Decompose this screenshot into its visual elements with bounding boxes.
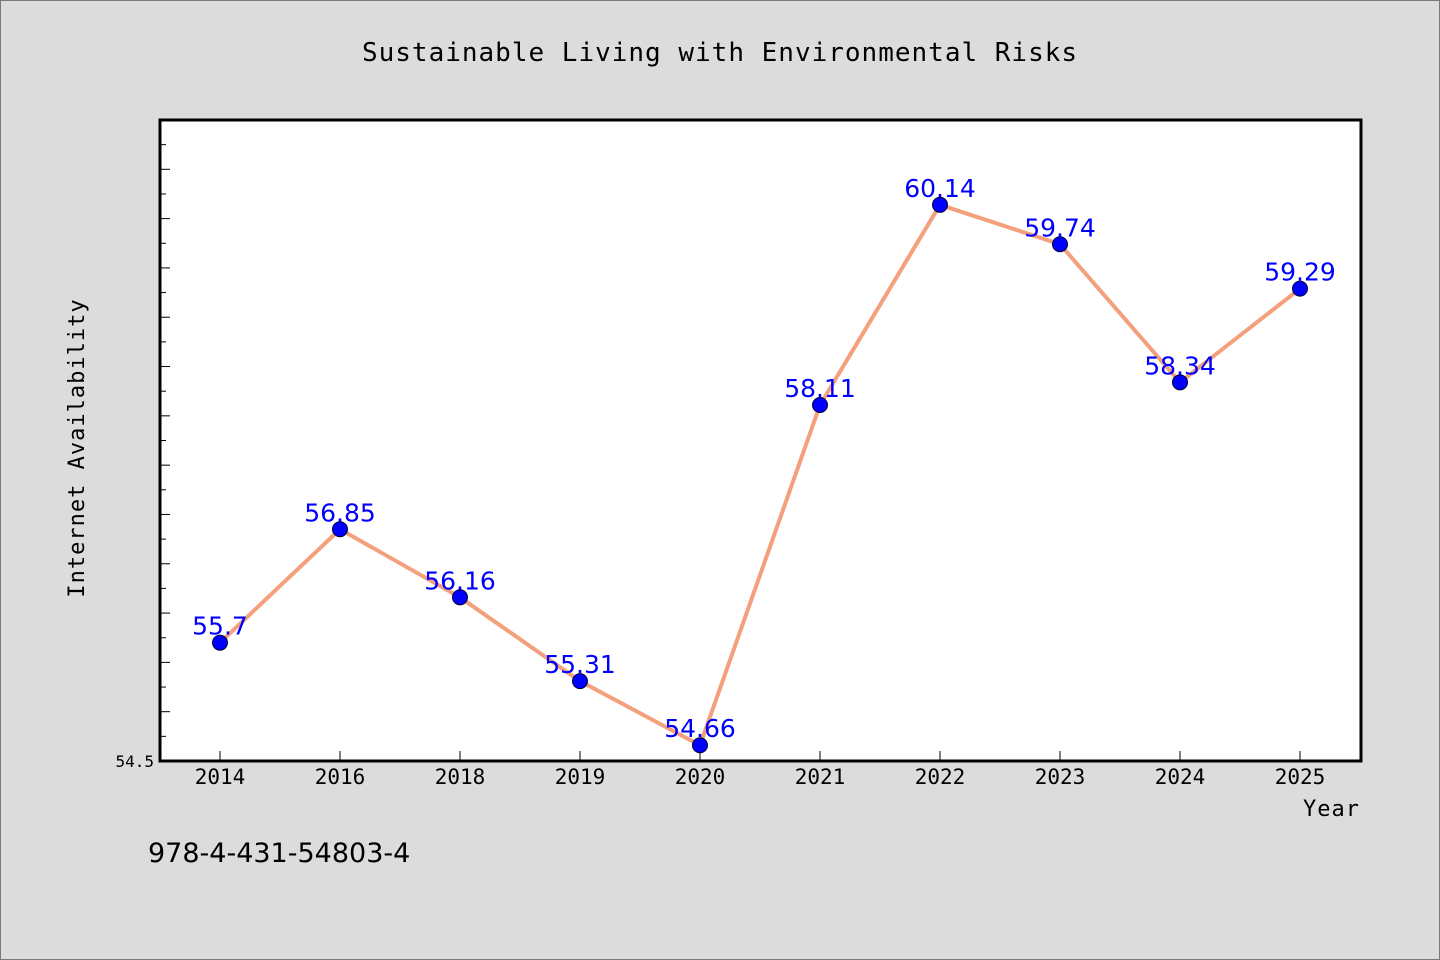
data-point: [572, 673, 588, 690]
data-label: 55.31: [544, 650, 616, 679]
x-tick-label: 2025: [1275, 765, 1326, 789]
x-tick-label: 2023: [1035, 765, 1086, 789]
data-label: 58.11: [784, 374, 856, 403]
data-point: [812, 396, 828, 413]
x-tick-label: 2020: [675, 765, 726, 789]
data-label: 58.34: [1144, 351, 1216, 380]
data-point: [452, 589, 468, 606]
x-tick-label: 2014: [195, 765, 246, 789]
data-point: [332, 521, 348, 538]
plot-area: [158, 118, 1363, 763]
data-point: [212, 634, 228, 651]
x-tick-label: 2018: [435, 765, 486, 789]
x-tick-label: 2022: [915, 765, 966, 789]
x-axis-ticks: 2014 2016 2018 2019 2020 2021 2022 2023 2024 2025: [195, 751, 1326, 789]
y-tick-label: 54.5: [115, 752, 154, 771]
x-axis-title: Year: [1303, 797, 1360, 822]
data-point: [932, 196, 948, 213]
data-label: 55.7: [192, 612, 248, 641]
y-axis-title: Internet Availability: [65, 298, 90, 597]
data-label: 59.29: [1264, 258, 1336, 287]
chart-title: Sustainable Living with Environmental Ri…: [362, 38, 1078, 68]
footer-id: 978-4-431-54803-4: [148, 838, 410, 869]
series-line: [218, 202, 1302, 748]
x-tick-label: 2021: [795, 765, 846, 789]
y-axis-ticks: 54.5: [115, 144, 170, 771]
data-point: [1292, 280, 1308, 297]
data-label: 56.85: [304, 498, 376, 527]
data-label: 60.14: [904, 174, 976, 203]
data-point: [1052, 236, 1068, 253]
x-tick-label: 2019: [555, 765, 606, 789]
data-point: [692, 737, 708, 754]
data-point: [1172, 374, 1188, 391]
series-group: 55.7 56.85 56.16 55.31 54.66 58.11 60.14 59.74 5…: [192, 174, 1336, 754]
data-label: 59.74: [1024, 213, 1096, 242]
data-label: 54.66: [664, 714, 736, 743]
data-label: 56.16: [424, 566, 496, 595]
x-tick-label: 2024: [1155, 765, 1206, 789]
x-tick-label: 2016: [315, 765, 366, 789]
